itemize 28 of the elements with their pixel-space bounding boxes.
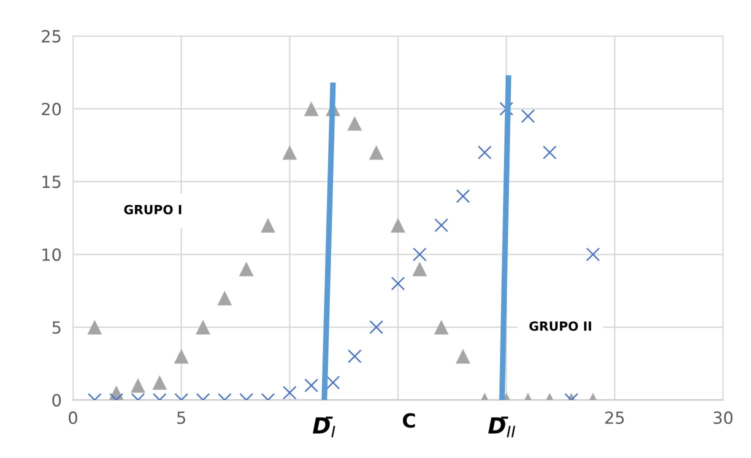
y-tick-label: 0 <box>52 394 61 407</box>
point <box>260 218 276 233</box>
point <box>434 218 448 232</box>
point <box>282 145 297 160</box>
annotation: GRUPO II <box>529 321 592 331</box>
x-tick-label: 25 <box>605 411 624 424</box>
annotation: GRUPO I <box>124 204 182 214</box>
y-tick-label: 5 <box>52 321 60 334</box>
x-tick-label: 30 <box>714 411 732 424</box>
point <box>412 247 427 262</box>
point <box>542 146 557 160</box>
series-label: D̄$_{I}$ <box>312 416 336 438</box>
y-tick-label: 20 <box>42 102 61 116</box>
x-tick-label: 5 <box>177 412 186 424</box>
series-label: D̄$_{II}$ <box>488 416 516 438</box>
point <box>456 189 470 204</box>
point <box>521 109 535 123</box>
y-tick-label: 25 <box>42 30 60 43</box>
point <box>369 145 384 160</box>
point <box>347 116 362 131</box>
x-tick-label: 0 <box>68 411 78 424</box>
y-tick-label: 10 <box>42 248 61 261</box>
text: C <box>402 413 415 428</box>
point <box>304 102 319 116</box>
y-tick-label: 15 <box>42 176 60 188</box>
point <box>478 146 492 160</box>
point <box>390 218 406 233</box>
point <box>586 247 600 262</box>
